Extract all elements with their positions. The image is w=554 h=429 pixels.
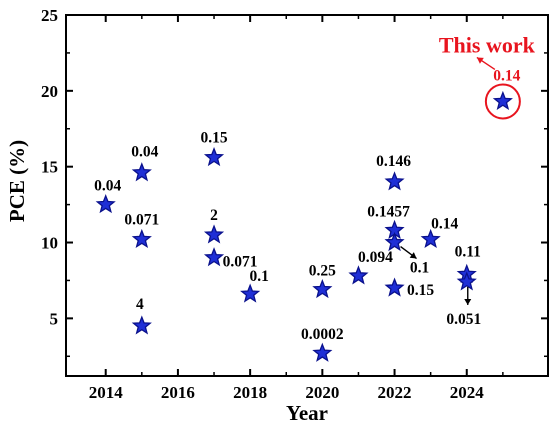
star-marker xyxy=(95,194,116,214)
star-marker xyxy=(240,283,261,303)
x-tick-label: 2024 xyxy=(450,383,485,402)
data-points xyxy=(95,83,521,362)
point-label: 0.15 xyxy=(200,130,227,147)
star-marker xyxy=(456,271,477,291)
point-label: 0.051 xyxy=(446,311,481,328)
point-label: 0.094 xyxy=(358,249,393,266)
point-label: 0.1 xyxy=(249,268,268,285)
x-tick-label: 2016 xyxy=(161,383,195,402)
star-marker xyxy=(420,228,441,249)
axes: 2014 2016 2018 2020 2022 2024 5 10 15 20 25 xyxy=(41,6,549,402)
star-marker xyxy=(203,224,225,244)
x-tick-label: 2022 xyxy=(378,383,412,402)
point-label: 0.146 xyxy=(376,153,411,170)
point-label: 0.071 xyxy=(223,254,258,271)
star-marker xyxy=(131,228,152,249)
star-marker xyxy=(348,265,369,285)
point-label: 0.14 xyxy=(431,215,458,232)
star-marker xyxy=(203,247,225,267)
label-arrowhead xyxy=(464,298,472,305)
point-label: 0.15 xyxy=(407,282,434,299)
this-work-arrowhead xyxy=(476,57,484,64)
x-axis-title: Year xyxy=(286,401,328,425)
x-tick-label: 2018 xyxy=(233,383,267,402)
x-tick-label: 2020 xyxy=(305,383,339,402)
y-tick-label: 20 xyxy=(41,82,58,101)
star-marker xyxy=(384,231,405,252)
this-work-label: This work xyxy=(439,32,536,57)
y-tick-label: 5 xyxy=(50,309,59,328)
x-tick-label: 2014 xyxy=(89,383,124,402)
point-label: 2 xyxy=(210,207,218,224)
point-label: 0.071 xyxy=(124,211,159,228)
star-marker xyxy=(312,342,333,362)
point-label: 0.04 xyxy=(94,178,121,195)
star-marker xyxy=(384,277,405,297)
point-label: 4 xyxy=(136,296,144,313)
point-label: 0.0002 xyxy=(301,326,344,343)
label-arrowhead xyxy=(409,252,417,259)
highlight-value-label: 0.14 xyxy=(493,67,520,84)
point-label: 0.1 xyxy=(410,260,429,277)
point-label: 0.25 xyxy=(309,263,336,280)
y-tick-label: 25 xyxy=(41,6,58,25)
star-marker xyxy=(131,162,152,182)
star-marker-highlight xyxy=(492,90,513,111)
star-marker xyxy=(312,278,333,299)
star-marker xyxy=(131,315,152,335)
plot-frame xyxy=(65,14,549,377)
y-tick-label: 10 xyxy=(41,234,58,253)
star-marker xyxy=(384,171,405,191)
highlight-circle xyxy=(484,83,521,120)
y-axis-title: PCE (%) xyxy=(5,140,29,222)
point-label: 0.04 xyxy=(131,144,158,161)
point-label: 0.1457 xyxy=(367,203,410,220)
point-label: 0.11 xyxy=(455,243,481,260)
y-tick-label: 15 xyxy=(41,158,58,177)
star-marker xyxy=(203,146,225,167)
